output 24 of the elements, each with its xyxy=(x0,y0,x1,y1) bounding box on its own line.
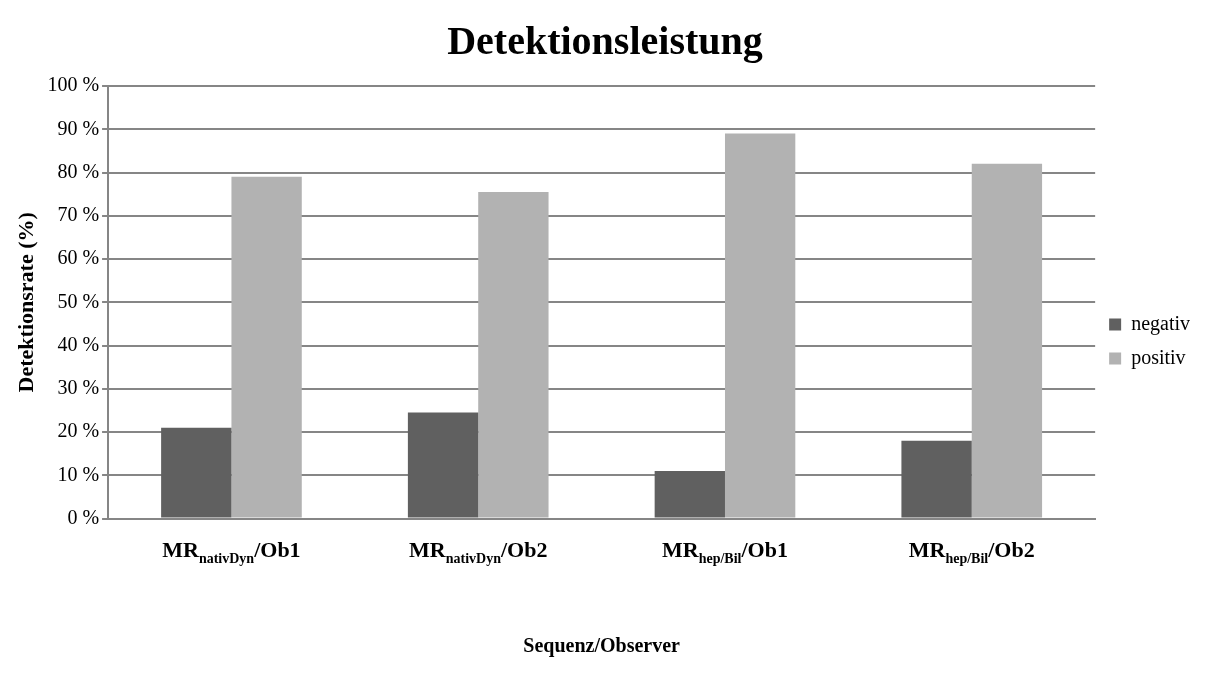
bar xyxy=(654,471,725,518)
y-tick-label: 60 % xyxy=(57,246,100,269)
y-tick-label: 80 % xyxy=(57,159,100,182)
y-tick-label: 0 % xyxy=(67,505,100,528)
y-tick-label: 90 % xyxy=(57,116,100,139)
bar xyxy=(407,412,479,518)
legend-label: negativ xyxy=(1131,311,1191,335)
bar xyxy=(478,191,549,518)
bar xyxy=(971,163,1043,518)
y-tick-label: 30 % xyxy=(57,376,100,399)
x-axis-title: Sequenz/Observer xyxy=(523,634,681,658)
y-tick-label: 10 % xyxy=(57,462,100,485)
y-tick-label: 50 % xyxy=(57,289,100,312)
legend-label: positiv xyxy=(1131,345,1186,369)
y-axis-title: Detektionsrate (%) xyxy=(12,212,38,393)
bar xyxy=(161,427,232,518)
y-tick-label: 40 % xyxy=(57,332,100,355)
bar xyxy=(231,176,302,518)
bar xyxy=(724,133,796,518)
chart-title: Detektionsleistung xyxy=(447,18,763,64)
y-tick-label: 70 % xyxy=(57,203,100,226)
bar xyxy=(901,440,972,518)
y-tick-label: 100 % xyxy=(47,73,100,96)
y-tick-label: 20 % xyxy=(57,419,100,442)
